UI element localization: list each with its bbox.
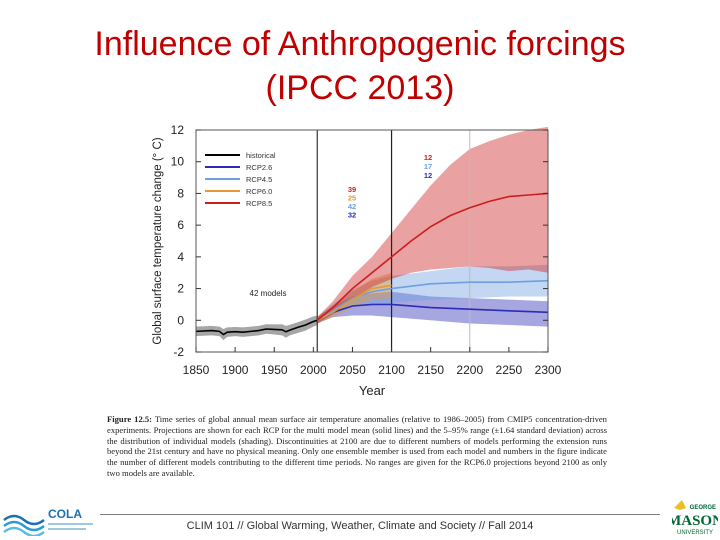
slide-title: Influence of Anthropogenic forcings (IPC… <box>0 22 720 110</box>
model-count-2300: 12 <box>424 153 432 162</box>
range-band-historical <box>196 315 318 341</box>
figure-caption: Figure 12.5: Time series of global annua… <box>107 414 607 479</box>
series-line-rcp60 <box>316 284 392 321</box>
x-tick-label: 1850 <box>183 363 210 377</box>
slide-title-line1: Influence of Anthropogenic forcings <box>94 25 626 63</box>
gmu-logo-main: MASON <box>672 513 718 529</box>
caption-text: Time series of global annual mean surfac… <box>107 414 607 478</box>
y-tick-label: 6 <box>177 218 184 232</box>
y-tick-label: 8 <box>177 186 184 200</box>
legend-label-rcp85: RCP8.5 <box>246 199 272 208</box>
x-tick-label: 2300 <box>535 363 562 377</box>
legend-label-historical: historical <box>246 151 276 160</box>
legend: historical RCP2.6 RCP4.5 RCP6.0 RCP8.5 <box>205 151 276 208</box>
gmu-logo-top: GEORGE <box>690 505 716 511</box>
models-annotation: 42 models <box>250 289 287 298</box>
x-tick-label: 1950 <box>261 363 288 377</box>
range-band-rcp45 <box>317 264 548 324</box>
model-count-2300: 12 <box>424 171 432 180</box>
series-lines <box>195 192 549 336</box>
x-tick-label: 2200 <box>456 363 483 377</box>
x-tick-label: 2250 <box>496 363 523 377</box>
series-line-rcp45 <box>316 279 549 321</box>
x-tick-label: 2050 <box>339 363 366 377</box>
grid-lines <box>316 130 471 352</box>
gmu-logo-bottom: UNIVERSITY <box>677 530 713 536</box>
legend-label-rcp45: RCP4.5 <box>246 175 272 184</box>
caption-label: Figure 12.5: <box>107 414 153 424</box>
legend-label-rcp26: RCP2.6 <box>246 163 272 172</box>
series-line-rcp26 <box>316 303 549 321</box>
model-count-2100: 39 <box>348 185 356 194</box>
model-count-2300: 17 <box>424 162 432 171</box>
footer-text: CLIM 101 // Global Warming, Weather, Cli… <box>186 520 534 532</box>
temperature-chart: -2 0 2 4 6 8 10 12 1850 1900 1950 2000 2050 2100 2150 2… <box>152 123 562 398</box>
cola-logo: COLA <box>3 507 93 536</box>
x-tick-label: 2100 <box>378 363 405 377</box>
y-tick-label: 4 <box>177 250 184 264</box>
y-axis-label: Global surface temperature change (° C) <box>152 137 164 344</box>
gmu-logo: GEORGE MASON UNIVERSITY <box>672 500 718 536</box>
y-tick-label: 0 <box>177 313 184 327</box>
y-tick-label: 12 <box>171 123 185 137</box>
y-tick-label: -2 <box>173 345 184 359</box>
x-tick-label: 1900 <box>222 363 249 377</box>
series-line-historical <box>195 319 318 336</box>
plot-frame <box>195 129 549 353</box>
range-band-rcp26 <box>317 291 548 327</box>
legend-label-rcp60: RCP6.0 <box>246 187 272 196</box>
model-count-2100: 42 <box>348 202 356 211</box>
cola-logo-text: COLA <box>48 507 82 521</box>
axes: -2 0 2 4 6 8 10 12 1850 1900 1950 2000 2050 2100 2150 2… <box>152 123 562 398</box>
x-tick-label: 2000 <box>300 363 327 377</box>
series-line-rcp85 <box>316 192 549 321</box>
slide-title-line2: (IPCC 2013) <box>265 69 455 107</box>
x-axis-label: Year <box>359 383 386 398</box>
y-tick-label: 2 <box>177 282 184 296</box>
model-count-2100: 25 <box>348 194 356 203</box>
x-tick-label: 2150 <box>417 363 444 377</box>
footer-rule <box>100 514 660 515</box>
y-tick-label: 10 <box>171 155 185 169</box>
model-count-2100: 32 <box>348 211 356 220</box>
